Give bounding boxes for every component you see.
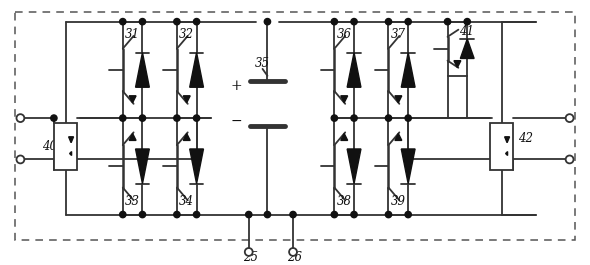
Polygon shape xyxy=(401,149,415,184)
Polygon shape xyxy=(68,137,74,143)
Polygon shape xyxy=(460,39,474,59)
Circle shape xyxy=(245,248,253,256)
Circle shape xyxy=(120,115,126,121)
Circle shape xyxy=(405,211,411,218)
Text: +: + xyxy=(230,79,242,93)
Polygon shape xyxy=(190,149,204,184)
Circle shape xyxy=(245,211,252,218)
Polygon shape xyxy=(183,96,190,103)
Circle shape xyxy=(331,115,337,121)
Text: 32: 32 xyxy=(179,28,194,41)
Circle shape xyxy=(351,211,357,218)
Circle shape xyxy=(194,115,200,121)
Text: 35: 35 xyxy=(255,58,270,70)
Polygon shape xyxy=(347,149,361,184)
Circle shape xyxy=(405,115,411,121)
Circle shape xyxy=(139,115,146,121)
Circle shape xyxy=(120,211,126,218)
Text: 40: 40 xyxy=(42,140,57,153)
Polygon shape xyxy=(395,134,402,140)
Circle shape xyxy=(289,248,297,256)
Circle shape xyxy=(405,19,411,25)
Polygon shape xyxy=(341,96,348,103)
Circle shape xyxy=(51,115,57,121)
Circle shape xyxy=(385,211,392,218)
Polygon shape xyxy=(70,152,71,156)
Circle shape xyxy=(290,211,296,218)
Circle shape xyxy=(139,19,146,25)
Circle shape xyxy=(464,19,470,25)
Circle shape xyxy=(385,115,392,121)
Text: 37: 37 xyxy=(391,28,406,41)
Text: 34: 34 xyxy=(179,195,194,208)
Circle shape xyxy=(444,19,451,25)
Circle shape xyxy=(264,211,271,218)
Text: 38: 38 xyxy=(337,195,352,208)
Polygon shape xyxy=(347,52,361,87)
Text: 36: 36 xyxy=(337,28,352,41)
Circle shape xyxy=(17,114,24,122)
Polygon shape xyxy=(183,134,190,140)
Text: 31: 31 xyxy=(125,28,140,41)
Polygon shape xyxy=(395,96,402,103)
Circle shape xyxy=(173,115,180,121)
Bar xyxy=(490,123,513,170)
Text: 26: 26 xyxy=(287,251,303,264)
Polygon shape xyxy=(129,96,136,103)
Circle shape xyxy=(264,19,271,25)
Polygon shape xyxy=(401,52,415,87)
Circle shape xyxy=(194,211,200,218)
Circle shape xyxy=(351,19,357,25)
Text: 25: 25 xyxy=(243,251,258,264)
Text: 39: 39 xyxy=(391,195,406,208)
Circle shape xyxy=(331,19,337,25)
Circle shape xyxy=(17,156,24,164)
Circle shape xyxy=(331,211,337,218)
Circle shape xyxy=(173,19,180,25)
Polygon shape xyxy=(190,52,204,87)
Circle shape xyxy=(566,114,573,122)
Polygon shape xyxy=(504,137,510,143)
Circle shape xyxy=(385,19,392,25)
Polygon shape xyxy=(506,152,507,156)
Circle shape xyxy=(173,211,180,218)
Text: −: − xyxy=(230,114,242,128)
Text: 42: 42 xyxy=(518,132,533,145)
Circle shape xyxy=(139,211,146,218)
Circle shape xyxy=(351,115,357,121)
Text: 33: 33 xyxy=(125,195,140,208)
Polygon shape xyxy=(129,134,136,140)
Circle shape xyxy=(566,156,573,164)
Polygon shape xyxy=(454,61,461,68)
Polygon shape xyxy=(136,52,149,87)
Circle shape xyxy=(120,19,126,25)
Polygon shape xyxy=(136,149,149,184)
Text: 41: 41 xyxy=(460,25,474,38)
Bar xyxy=(54,123,77,170)
Circle shape xyxy=(194,19,200,25)
Polygon shape xyxy=(341,134,348,140)
